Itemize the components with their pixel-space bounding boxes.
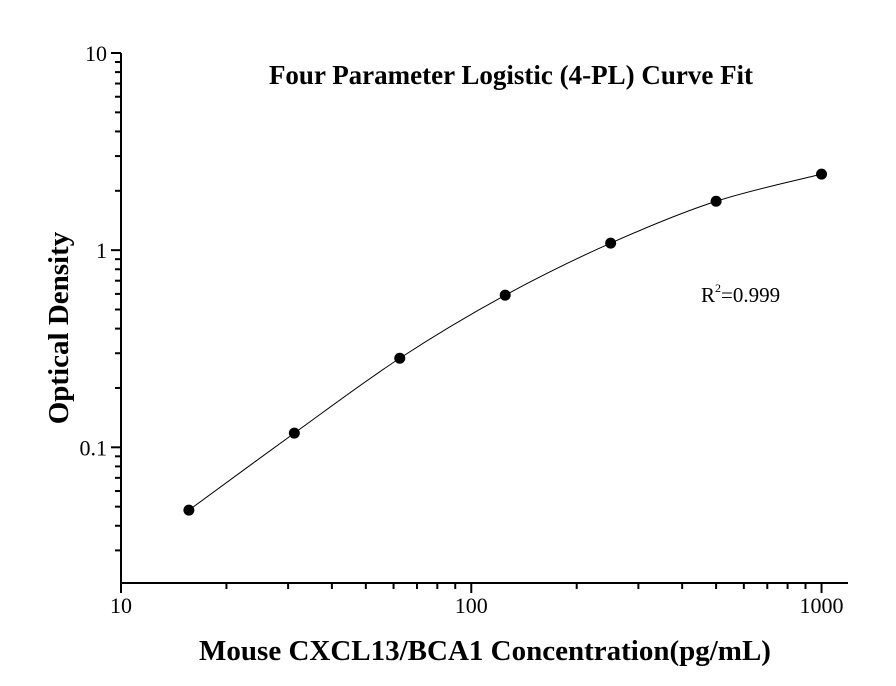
data-point <box>183 504 195 516</box>
r-squared-base: R <box>701 283 715 307</box>
r-squared-superscript: 2 <box>715 281 721 295</box>
r-squared-annotation: R2=0.999 <box>701 281 780 307</box>
y-tick-label: 1 <box>96 238 107 263</box>
fit-curve <box>188 173 822 511</box>
y-tick-label: 0.1 <box>80 435 108 460</box>
data-point <box>394 352 406 364</box>
x-tick-label: 100 <box>455 593 488 618</box>
y-axis-label: Optical Density <box>43 231 75 424</box>
x-tick-label: 10 <box>110 593 132 618</box>
data-point <box>605 237 617 249</box>
chart-title: Four Parameter Logistic (4-PL) Curve Fit <box>269 60 753 90</box>
data-point <box>288 427 300 439</box>
y-tick-label: 10 <box>85 41 107 66</box>
r-squared-value: =0.999 <box>721 283 780 307</box>
x-tick-label: 1000 <box>800 593 844 618</box>
data-point <box>710 195 722 207</box>
data-point <box>816 168 828 180</box>
data-point <box>499 289 511 301</box>
x-axis-label: Mouse CXCL13/BCA1 Concentration(pg/mL) <box>199 635 771 667</box>
